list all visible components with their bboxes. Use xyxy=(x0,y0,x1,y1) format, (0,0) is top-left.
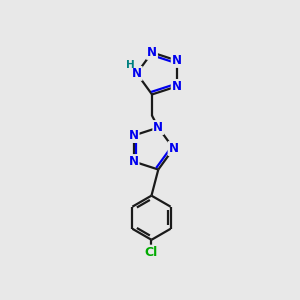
Text: N: N xyxy=(129,155,139,168)
Text: N: N xyxy=(129,129,139,142)
Text: N: N xyxy=(172,80,182,93)
Text: N: N xyxy=(153,121,163,134)
Text: N: N xyxy=(132,67,142,80)
Text: N: N xyxy=(169,142,178,155)
Text: H: H xyxy=(126,60,135,70)
Text: N: N xyxy=(147,46,157,59)
Text: Cl: Cl xyxy=(145,246,158,259)
Text: N: N xyxy=(172,54,182,67)
